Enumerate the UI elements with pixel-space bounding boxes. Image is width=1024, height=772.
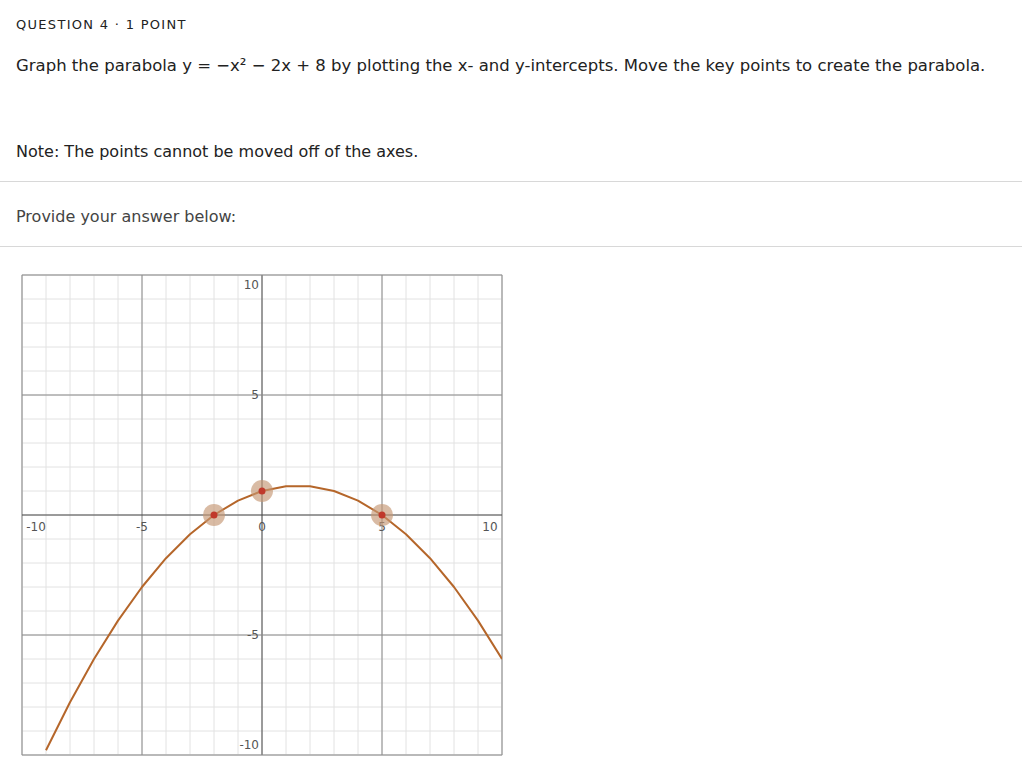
key-point[interactable] — [379, 512, 386, 519]
divider — [0, 246, 1022, 247]
key-point-halo[interactable] — [203, 504, 225, 526]
y-tick-label: -10 — [239, 738, 259, 752]
question-header: QUESTION 4 · 1 POINT — [16, 17, 187, 32]
divider — [0, 181, 1022, 182]
parabola — [46, 486, 502, 750]
y-grid — [22, 515, 502, 516]
y-grid — [22, 395, 502, 396]
prompt-text: Provide your answer below: — [16, 207, 236, 226]
x-tick-label: 0 — [258, 520, 266, 534]
key-point-group[interactable] — [251, 480, 273, 502]
minor-grid — [22, 635, 502, 636]
y-tick-label: -5 — [247, 628, 259, 642]
y-tick-label: 10 — [244, 278, 259, 292]
key-point-group[interactable] — [203, 504, 225, 526]
minor-grid — [22, 275, 502, 276]
x-tick-label: -5 — [136, 520, 148, 534]
key-point[interactable] — [259, 488, 266, 495]
key-point[interactable] — [211, 512, 218, 519]
key-point-halo[interactable] — [371, 504, 393, 526]
key-point-halo[interactable] — [251, 480, 273, 502]
plot-area — [22, 275, 502, 755]
x-tick-label: 10 — [482, 520, 497, 534]
data-layer — [46, 480, 502, 750]
note-text: Note: The points cannot be moved off of … — [16, 142, 418, 161]
minor-grid — [22, 395, 502, 396]
x-tick-label: -10 — [26, 520, 46, 534]
y-grid — [22, 755, 502, 756]
minor-grid — [22, 755, 502, 756]
question-text: Graph the parabola y = −x² − 2x + 8 by p… — [16, 56, 985, 75]
y-grid — [22, 635, 502, 636]
minor-grid — [22, 515, 502, 516]
key-point-group[interactable] — [371, 504, 393, 526]
graph: -10-50510-10-5510 — [0, 0, 1024, 772]
y-grid — [22, 275, 502, 276]
y-tick-label: 5 — [251, 388, 259, 402]
